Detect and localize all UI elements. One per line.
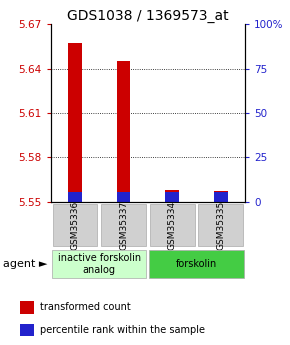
- Text: forskolin: forskolin: [176, 259, 217, 269]
- FancyBboxPatch shape: [53, 204, 97, 246]
- FancyBboxPatch shape: [149, 250, 244, 278]
- FancyBboxPatch shape: [52, 250, 146, 278]
- Text: GSM35335: GSM35335: [216, 200, 225, 250]
- Bar: [165, 192, 179, 202]
- FancyBboxPatch shape: [150, 204, 195, 246]
- FancyBboxPatch shape: [101, 204, 146, 246]
- Bar: [68, 192, 82, 202]
- Text: percentile rank within the sample: percentile rank within the sample: [39, 325, 204, 335]
- Text: GSM35336: GSM35336: [70, 200, 79, 250]
- Text: transformed count: transformed count: [39, 303, 130, 313]
- Bar: [165, 190, 179, 202]
- Bar: [214, 192, 228, 202]
- Bar: [214, 191, 228, 202]
- Bar: [20, 324, 34, 336]
- Text: GSM35334: GSM35334: [168, 200, 177, 250]
- Text: inactive forskolin
analog: inactive forskolin analog: [58, 253, 141, 275]
- Bar: [68, 43, 82, 202]
- Bar: [117, 61, 130, 202]
- Title: GDS1038 / 1369573_at: GDS1038 / 1369573_at: [67, 9, 229, 23]
- Text: agent ►: agent ►: [3, 259, 47, 269]
- Text: GSM35337: GSM35337: [119, 200, 128, 250]
- Bar: [20, 301, 34, 314]
- Bar: [117, 192, 130, 202]
- FancyBboxPatch shape: [198, 204, 243, 246]
